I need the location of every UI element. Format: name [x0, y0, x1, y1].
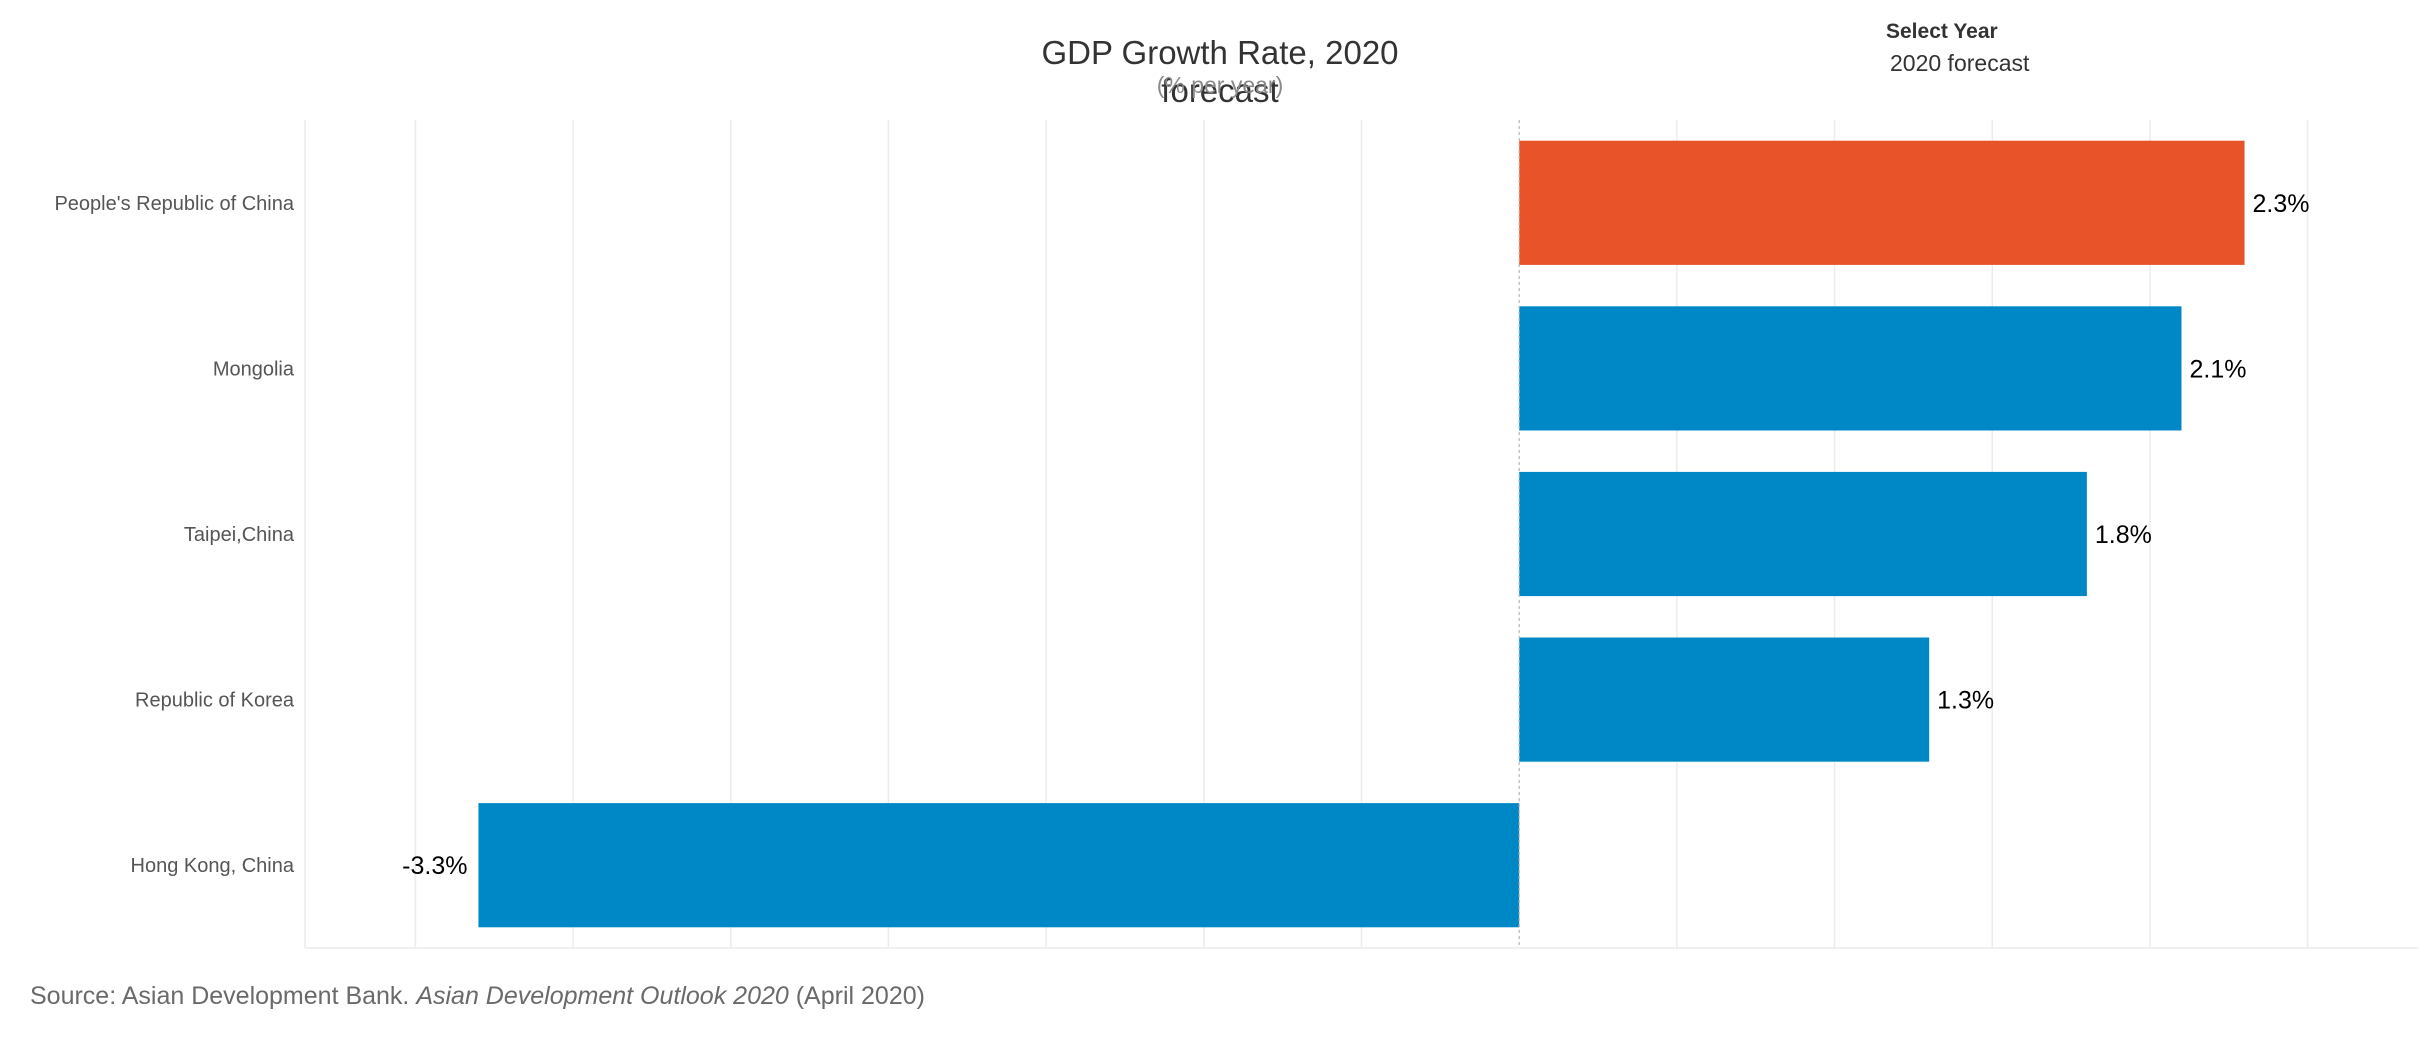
value-label: 2.1% — [2189, 355, 2246, 383]
source-suffix: (April 2020) — [788, 982, 925, 1010]
category-labels: People's Republic of China Mongolia Taipei… — [54, 193, 294, 877]
bars — [478, 120, 2245, 948]
bar-chart: People's Republic of China Mongolia Taipei… — [54, 120, 2418, 949]
bar-people-s-republic-of-china[interactable] — [1519, 140, 2245, 265]
value-label: 2.3% — [2253, 190, 2310, 218]
bar-mongolia[interactable] — [1519, 306, 2182, 431]
value-label: 1.8% — [2095, 521, 2152, 549]
bar-taipei-china[interactable] — [1519, 471, 2087, 597]
category-label: People's Republic of China — [54, 193, 294, 215]
source-note: Source: Asian Development Bank. Asian De… — [30, 982, 925, 1011]
source-publication: Asian Development Outlook 2020 — [416, 982, 789, 1010]
category-label: Republic of Korea — [135, 690, 295, 712]
bar-hong-kong-china[interactable] — [478, 803, 1520, 928]
value-label: -3.3% — [402, 852, 467, 880]
category-label: Mongolia — [213, 358, 295, 380]
value-labels: 2.3% 2.1% 1.8% 1.3% -3.3% — [402, 190, 2309, 880]
value-label: 1.3% — [1937, 687, 1994, 715]
year-filter-label: Select Year — [1886, 20, 1998, 43]
year-filter[interactable]: Select Year 2020 forecast — [1886, 20, 2029, 77]
bar-republic-of-korea[interactable] — [1519, 637, 1930, 762]
category-label: Taipei,China — [184, 524, 295, 546]
year-filter-value[interactable]: 2020 forecast — [1890, 50, 2030, 76]
source-prefix: Source: Asian Development Bank. — [30, 982, 417, 1010]
category-label: Hong Kong, China — [131, 855, 295, 877]
